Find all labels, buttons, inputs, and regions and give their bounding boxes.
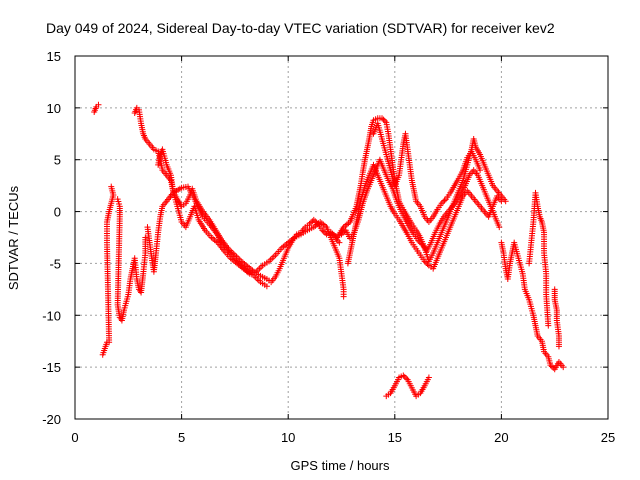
chart-title: Day 049 of 2024, Sidereal Day-to-day VTE… xyxy=(46,20,555,36)
data-point xyxy=(421,258,428,265)
data-point xyxy=(338,231,345,238)
data-point xyxy=(142,234,149,241)
y-axis-label: SDTVAR / TECUs xyxy=(6,185,21,290)
data-point xyxy=(339,230,346,237)
data-point xyxy=(400,372,407,379)
data-point xyxy=(306,221,313,228)
x-tick-label: 15 xyxy=(388,430,402,445)
data-point xyxy=(560,364,567,371)
data-point xyxy=(440,198,447,205)
y-tick-label: -5 xyxy=(49,256,61,271)
data-point xyxy=(380,116,387,123)
x-tick-label: 0 xyxy=(71,430,78,445)
data-point xyxy=(416,238,423,245)
y-tick-label: -20 xyxy=(42,412,61,427)
data-point xyxy=(95,101,102,108)
data-point xyxy=(310,216,317,223)
y-tick-label: 0 xyxy=(54,205,61,220)
x-axis-label: GPS time / hours xyxy=(291,458,390,473)
data-point xyxy=(425,374,432,381)
x-tick-label: 20 xyxy=(494,430,508,445)
axis-ticks: 0 5 10 15 20 25 -20 -15 -10 -5 0 5 10 15 xyxy=(42,49,615,445)
data-points xyxy=(91,101,567,400)
data-point xyxy=(263,283,270,290)
data-point xyxy=(547,362,554,369)
data-point xyxy=(418,240,425,247)
y-tick-label: 5 xyxy=(54,153,61,168)
y-tick-label: 10 xyxy=(47,101,61,116)
y-tick-label: -15 xyxy=(42,360,61,375)
data-point xyxy=(415,237,422,244)
x-tick-label: 25 xyxy=(601,430,615,445)
data-point xyxy=(555,343,562,350)
grid xyxy=(75,56,608,419)
x-tick-label: 5 xyxy=(178,430,185,445)
data-point xyxy=(424,261,431,268)
data-point xyxy=(403,375,410,382)
data-point xyxy=(441,197,448,204)
data-point xyxy=(477,167,484,174)
plot-frame xyxy=(74,55,609,420)
data-point xyxy=(307,219,314,226)
data-point xyxy=(381,117,388,124)
x-tick-label: 10 xyxy=(281,430,295,445)
data-point xyxy=(401,373,408,380)
data-point xyxy=(496,224,503,231)
data-point xyxy=(379,115,386,122)
data-point xyxy=(438,200,445,207)
data-point xyxy=(545,322,552,329)
data-point xyxy=(498,198,505,205)
data-point xyxy=(319,227,326,234)
data-point xyxy=(336,239,343,246)
data-point xyxy=(340,293,347,300)
data-point xyxy=(548,363,555,370)
data-point xyxy=(423,259,430,266)
y-tick-label: 15 xyxy=(47,49,61,64)
data-point xyxy=(108,183,115,190)
y-tick-label: -10 xyxy=(42,308,61,323)
